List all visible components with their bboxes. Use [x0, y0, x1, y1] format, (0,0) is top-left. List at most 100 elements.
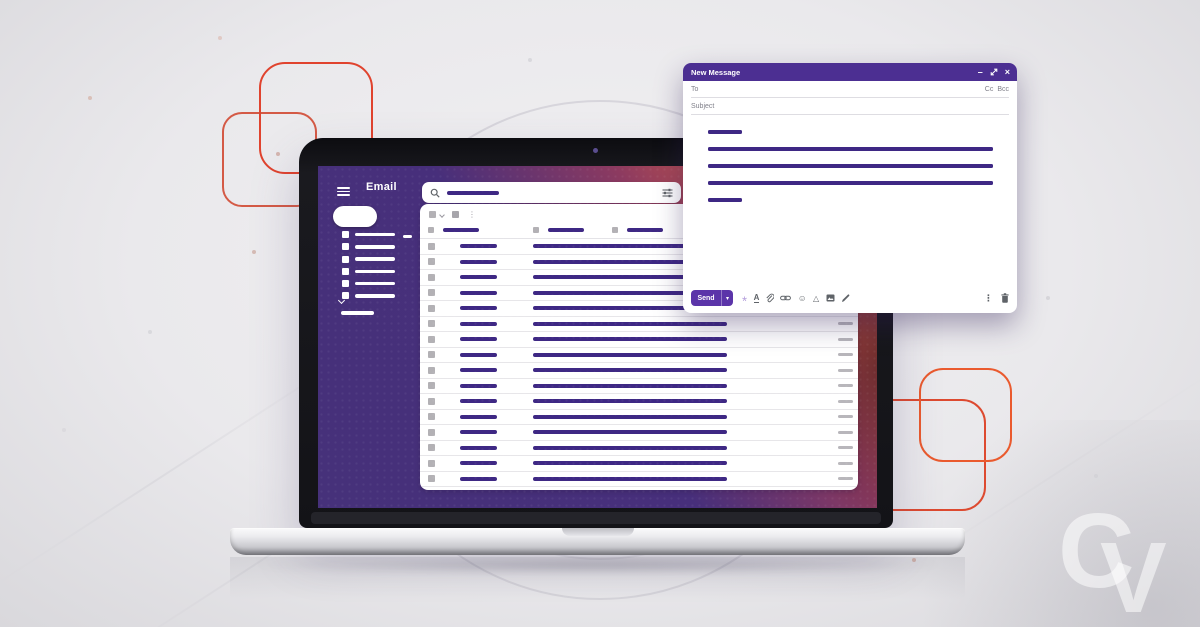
bcc-toggle[interactable]: Bcc [997, 86, 1009, 93]
list-more-options-icon[interactable]: ⋮ [468, 209, 476, 219]
laptop-base-notch [562, 528, 634, 536]
subject-skeleton [533, 430, 727, 435]
subject-skeleton [533, 290, 727, 295]
delete-draft-icon[interactable] [1001, 293, 1009, 303]
row-checkbox[interactable] [428, 258, 435, 266]
row-checkbox[interactable] [428, 335, 435, 343]
subject-skeleton [533, 321, 727, 326]
decor-dot [148, 330, 152, 334]
folder-icon [342, 292, 349, 300]
row-checkbox[interactable] [428, 304, 435, 312]
send-button[interactable]: Send ▾ [691, 290, 733, 306]
decor-dot [528, 58, 532, 62]
sidebar-nav [342, 231, 395, 300]
sidebar-nav-item[interactable] [342, 292, 395, 300]
laptop-base [230, 528, 965, 555]
row-checkbox[interactable] [428, 397, 435, 405]
email-row[interactable] [420, 394, 858, 410]
row-checkbox[interactable] [428, 273, 435, 281]
insert-photo-icon[interactable] [826, 294, 835, 302]
row-checkbox[interactable] [428, 444, 435, 452]
insert-emoji-icon[interactable]: ☺ [797, 293, 807, 303]
email-row[interactable] [420, 332, 858, 348]
timestamp-skeleton [838, 399, 853, 403]
sender-skeleton [460, 399, 497, 404]
window-controls: – × [977, 66, 1010, 77]
row-checkbox[interactable] [428, 320, 435, 328]
sender-skeleton [460, 461, 497, 466]
more-options-icon[interactable]: ⋮ [984, 292, 993, 303]
row-checkbox[interactable] [428, 289, 435, 297]
signature-pen-icon[interactable] [841, 293, 850, 303]
minimize-icon[interactable]: – [977, 66, 983, 77]
laptop-chin [311, 512, 881, 524]
sidebar-nav-item[interactable] [342, 243, 395, 251]
cc-toggle[interactable]: Cc [984, 86, 994, 93]
row-checkbox[interactable] [428, 351, 435, 359]
popout-icon[interactable] [990, 68, 998, 76]
insert-drive-icon[interactable]: △ [813, 293, 820, 303]
email-row[interactable] [420, 425, 858, 441]
email-row[interactable] [420, 472, 858, 487]
format-text-icon[interactable]: A [753, 292, 760, 303]
compose-window: New Message – × To Cc Bcc Subject Sen [683, 63, 1017, 313]
sender-skeleton [460, 352, 497, 357]
row-checkbox[interactable] [428, 475, 435, 483]
select-all-checkbox[interactable] [429, 211, 436, 218]
folder-icon [342, 231, 349, 238]
refresh-button[interactable] [452, 211, 459, 218]
inbox-tab[interactable] [612, 227, 663, 233]
inbox-tab[interactable] [428, 227, 479, 233]
subject-skeleton [533, 352, 727, 357]
to-field[interactable]: To Cc Bcc [683, 81, 1017, 98]
row-checkbox[interactable] [428, 242, 435, 250]
tab-icon [428, 227, 434, 233]
subject-skeleton [533, 383, 727, 388]
row-checkbox[interactable] [428, 459, 435, 467]
close-icon[interactable]: × [1004, 66, 1010, 77]
email-row[interactable] [420, 456, 858, 472]
body-text-skeleton [708, 164, 993, 168]
row-checkbox[interactable] [428, 428, 435, 436]
select-dropdown-chevron-icon[interactable] [439, 211, 445, 218]
decor-dot [1046, 296, 1050, 300]
folder-icon [342, 255, 349, 263]
email-row[interactable] [420, 379, 858, 394]
sender-skeleton [460, 445, 497, 450]
message-body[interactable] [683, 115, 1017, 289]
row-checkbox[interactable] [428, 382, 435, 390]
search-bar[interactable] [422, 182, 681, 203]
compose-button[interactable] [333, 206, 377, 227]
sidebar-nav-item[interactable] [342, 255, 395, 263]
sidebar-nav-item[interactable] [342, 231, 395, 238]
sparkle-icon[interactable]: * [742, 293, 748, 308]
tab-icon [533, 227, 539, 233]
email-row[interactable] [420, 317, 858, 332]
nav-label-skeleton [355, 245, 395, 249]
insert-link-icon[interactable] [780, 294, 792, 302]
email-row[interactable] [420, 410, 858, 425]
row-checkbox[interactable] [428, 413, 435, 421]
decor-dot [62, 428, 66, 432]
row-checkbox[interactable] [428, 366, 435, 374]
timestamp-skeleton [838, 384, 853, 388]
sidebar-nav-item[interactable] [342, 267, 395, 275]
subject-skeleton [533, 476, 727, 481]
email-row[interactable] [420, 363, 858, 379]
formatting-toolbar: * A ☺ △ [742, 292, 850, 308]
email-row[interactable] [420, 348, 858, 363]
sender-skeleton [460, 259, 497, 264]
email-rows [420, 239, 858, 487]
sender-skeleton [460, 476, 497, 481]
menu-hamburger-icon[interactable] [337, 187, 350, 196]
attach-file-icon[interactable] [766, 293, 774, 303]
subject-field[interactable]: Subject [683, 98, 1017, 115]
sidebar-nav-item[interactable] [342, 280, 395, 288]
filter-tune-icon[interactable] [662, 188, 673, 198]
folder-icon [342, 243, 349, 251]
email-row[interactable] [420, 441, 858, 456]
timestamp-skeleton [838, 415, 853, 419]
compose-header[interactable]: New Message – × [683, 63, 1017, 81]
send-dropdown[interactable]: ▾ [721, 290, 733, 306]
inbox-tab[interactable] [533, 227, 584, 233]
